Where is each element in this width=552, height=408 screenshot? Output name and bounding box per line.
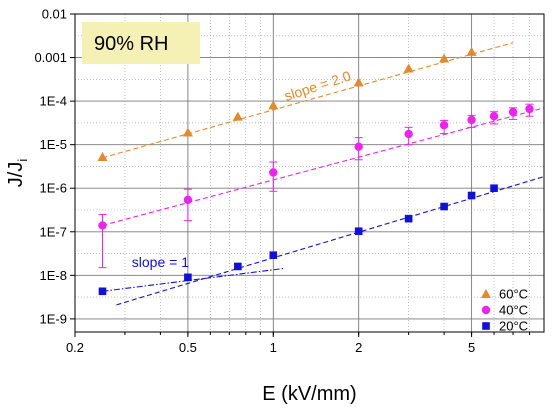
y-tick-label: 1E-9 (40, 311, 67, 326)
data-point (269, 168, 278, 177)
x-tick-label: 0.2 (66, 340, 84, 355)
data-point (182, 127, 193, 137)
x-tick-label: 0.5 (179, 340, 197, 355)
data-point (466, 46, 477, 56)
data-point (354, 227, 363, 236)
legend-label: 40°C (499, 303, 528, 318)
y-tick-label: 1E-4 (40, 94, 67, 109)
data-point (439, 53, 450, 63)
y-tick-label: 0.01 (42, 7, 67, 22)
fit-line (116, 176, 545, 306)
plot-frame (74, 13, 545, 333)
x-tick-label: 5 (468, 340, 475, 355)
y-axis-title-subscript: i (15, 159, 30, 162)
annotations: slope = 2.0 slope = 1 (132, 67, 353, 270)
data-point (439, 120, 449, 130)
x-tick-label: 1 (270, 340, 277, 355)
data-point (234, 262, 242, 271)
slope-annotation: slope = 1 (132, 254, 189, 270)
data-point (489, 112, 499, 121)
y-tick-label: 1E-8 (40, 268, 67, 283)
data-point (184, 273, 192, 282)
legend-marker (481, 305, 491, 315)
data-point (97, 152, 108, 162)
y-axis-ticks: 0.01 0.001 1E-4 1E-5 1E-6 1E-7 1E-8 1E-9 (34, 7, 75, 326)
y-tick-label: 1E-5 (40, 137, 67, 152)
data-point (490, 184, 498, 193)
data-point (403, 63, 414, 73)
slope-annotation: slope = 2.0 (282, 67, 353, 104)
y-axis-title-main: J/J (5, 162, 27, 188)
x-axis-ticks: 0.2 0.5 1 2 5 (66, 332, 530, 355)
x-tick-label: 2 (355, 340, 362, 355)
data-point (183, 195, 193, 205)
data-point (467, 115, 476, 125)
y-tick-label: 0.001 (34, 50, 67, 65)
data-point (404, 129, 413, 139)
y-axis-title: J/Ji (5, 159, 30, 188)
legend-marker (482, 322, 490, 330)
data-point (404, 214, 413, 223)
data-point (525, 104, 534, 114)
legend-label: 20°C (499, 319, 528, 334)
data-point (232, 111, 243, 121)
humidity-badge-label: 90% RH (94, 33, 168, 55)
humidity-badge: 90% RH (82, 22, 200, 64)
legend: 60°C40°C20°C (481, 287, 528, 334)
data-point (354, 142, 363, 151)
data-point (98, 221, 107, 230)
x-axis-title: E (kV/mm) (262, 383, 356, 405)
data-point (353, 77, 364, 87)
legend-marker (481, 289, 491, 298)
data-point (508, 107, 518, 117)
data-point (98, 287, 107, 296)
fit-line-secondary (102, 267, 286, 292)
legend-label: 60°C (499, 287, 528, 302)
y-tick-label: 1E-7 (40, 224, 67, 239)
data-point (268, 100, 279, 110)
humidity-badge-box (82, 22, 200, 64)
data-point (440, 202, 448, 211)
data-point (269, 251, 278, 259)
y-tick-label: 1E-6 (40, 181, 67, 196)
error-bars (98, 103, 534, 269)
data-point (467, 191, 476, 200)
data-points (97, 46, 534, 296)
